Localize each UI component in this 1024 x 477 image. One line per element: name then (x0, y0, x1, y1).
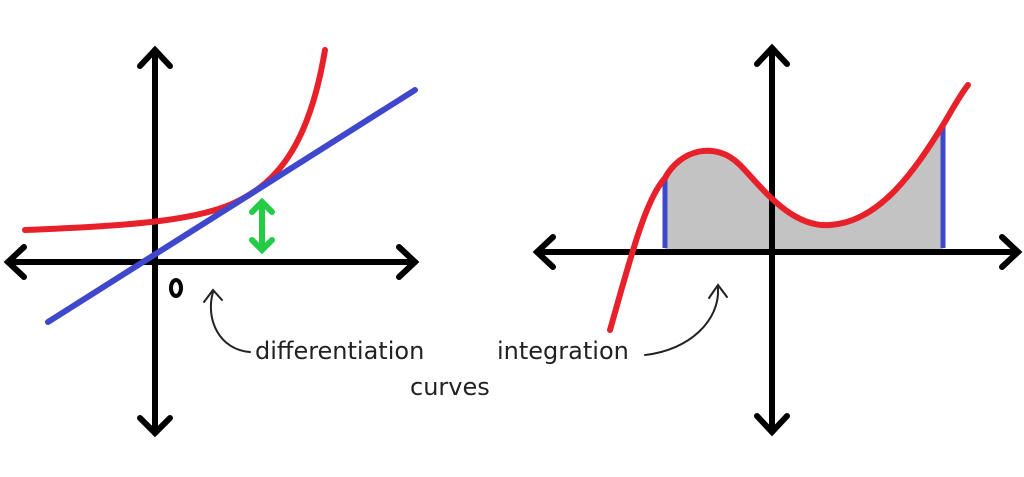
right-axes (532, 43, 1023, 437)
exponential-curve (22, 47, 328, 233)
differentiation-pointer-arrow (203, 288, 251, 353)
integral-area (665, 125, 943, 250)
cubic-curve (607, 82, 971, 333)
differentiation-label: differentiation (255, 337, 425, 365)
tangent-line (45, 87, 418, 325)
integration-pointer-arrow (644, 283, 728, 356)
origin-zero-mark (169, 278, 183, 298)
left-axes (3, 45, 420, 438)
integration-label: integration (497, 337, 629, 365)
difference-double-arrow (249, 197, 275, 255)
curves-label: curves (410, 373, 490, 401)
